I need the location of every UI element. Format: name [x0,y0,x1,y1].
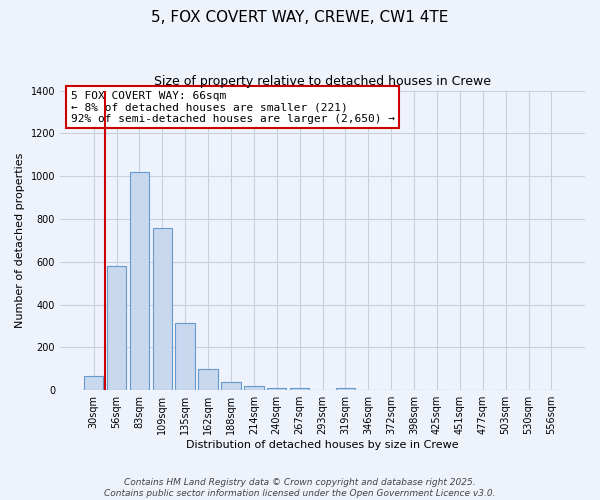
Bar [199,369,218,390]
Y-axis label: Number of detached properties: Number of detached properties [15,152,25,328]
Text: 5, FOX COVERT WAY, CREWE, CW1 4TE: 5, FOX COVERT WAY, CREWE, CW1 4TE [151,10,449,25]
X-axis label: Distribution of detached houses by size in Crewe: Distribution of detached houses by size … [186,440,459,450]
Bar [221,382,241,390]
Bar [267,388,286,390]
Bar [244,386,263,390]
Text: Contains HM Land Registry data © Crown copyright and database right 2025.
Contai: Contains HM Land Registry data © Crown c… [104,478,496,498]
Text: 5 FOX COVERT WAY: 66sqm
← 8% of detached houses are smaller (221)
92% of semi-de: 5 FOX COVERT WAY: 66sqm ← 8% of detached… [71,90,395,124]
Bar [130,172,149,390]
Bar [175,323,195,390]
Title: Size of property relative to detached houses in Crewe: Size of property relative to detached ho… [154,75,491,88]
Bar [290,388,310,390]
Bar [107,266,126,390]
Bar [84,376,103,390]
Bar [335,388,355,390]
Bar [152,228,172,390]
